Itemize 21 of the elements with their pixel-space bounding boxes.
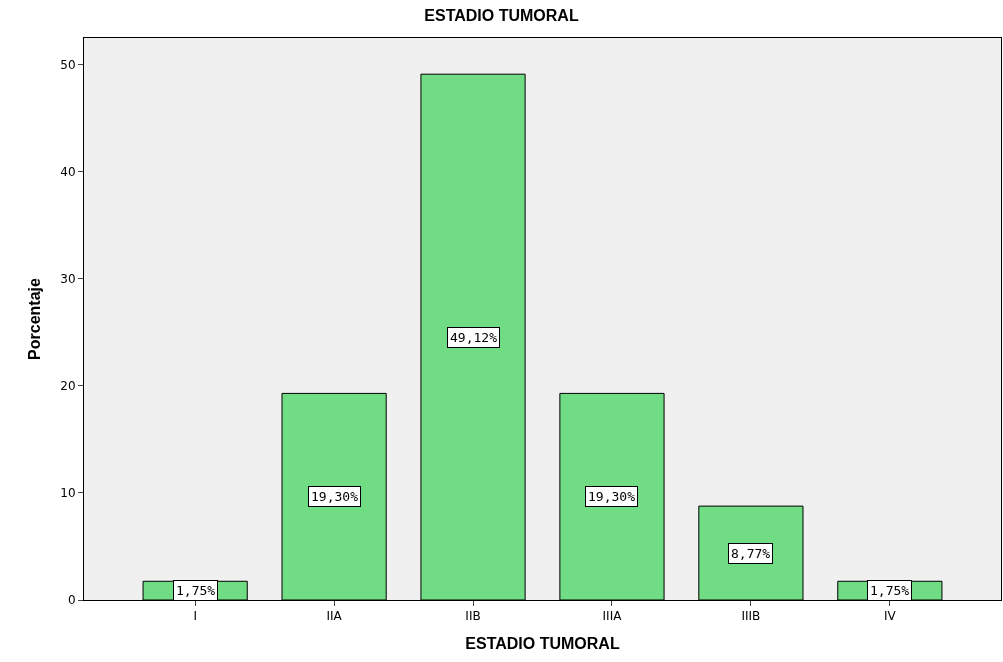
data-label: 19,30% — [588, 489, 636, 504]
y-tick-label: 50 — [60, 57, 76, 72]
y-tick-label: 0 — [67, 593, 76, 608]
x-tick-label: IIA — [326, 609, 343, 624]
y-tick-label: 10 — [60, 486, 76, 501]
data-label: 1,75% — [176, 583, 216, 598]
data-label: 49,12% — [450, 330, 498, 345]
y-tick-label: 40 — [60, 165, 76, 180]
data-label: 19,30% — [311, 489, 359, 504]
x-tick-label: IIIA — [602, 609, 623, 624]
y-tick-label: 30 — [60, 272, 76, 287]
data-label: 1,75% — [870, 583, 910, 598]
x-tick-label: IV — [883, 609, 897, 624]
x-tick-label: IIIB — [741, 609, 761, 624]
data-label: 8,77% — [731, 546, 771, 561]
chart-title: ESTADIO TUMORAL — [424, 7, 579, 25]
x-tick-label: I — [193, 609, 197, 624]
x-tick-label: IIB — [465, 609, 481, 624]
x-axis-title: ESTADIO TUMORAL — [465, 635, 620, 653]
y-axis-title: Porcentaje — [26, 277, 44, 360]
y-tick-label: 20 — [60, 379, 76, 394]
